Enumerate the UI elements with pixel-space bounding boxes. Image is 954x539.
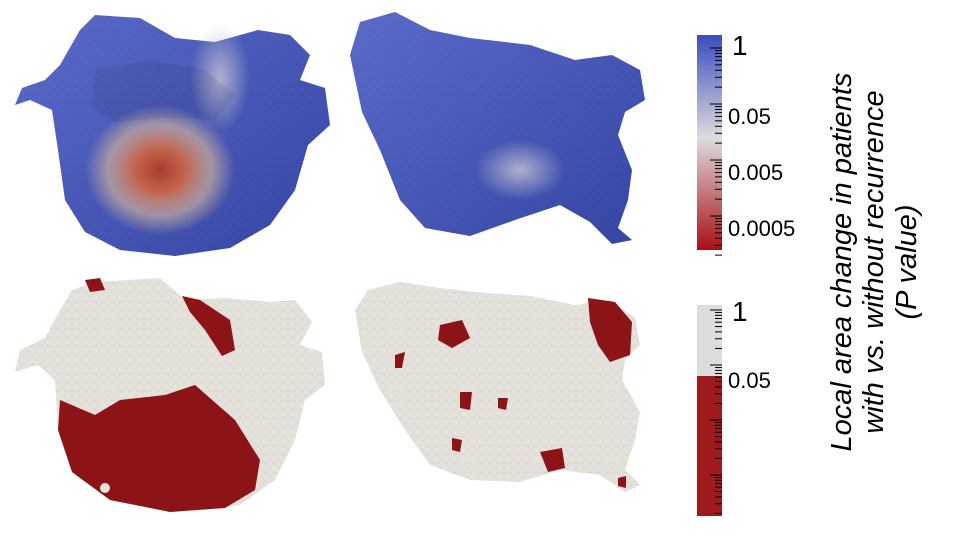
- colorbar-top-label-4: 0.0005: [728, 216, 796, 241]
- side-title-line-1: Local area change in patients: [826, 72, 858, 452]
- atrium-top-right: [350, 12, 645, 244]
- colorbar-top-ticks: [710, 47, 722, 256]
- atrium-bottom-right: [355, 282, 640, 492]
- side-title-line-3: (P value): [890, 204, 923, 320]
- colorbar-top-label-3: 0.005: [728, 160, 784, 185]
- colorbar-bottom-label-1: 1: [732, 296, 748, 327]
- colorbar-top-label-1: 1: [732, 30, 748, 61]
- side-title-line-2: with vs. without recurrence: [858, 90, 891, 434]
- colorbar-top-label-2: 0.05: [728, 104, 771, 129]
- colorbar-bottom-ticks: [710, 309, 722, 514]
- colorbar-top: [697, 35, 722, 256]
- colorbar-bottom: [697, 305, 722, 516]
- atrium-top-left: [15, 15, 330, 256]
- colorbar-bottom-label-2: 0.05: [728, 368, 771, 393]
- side-title: Local area change in patients with vs. w…: [826, 0, 954, 532]
- atrium-bottom-left: [15, 278, 325, 512]
